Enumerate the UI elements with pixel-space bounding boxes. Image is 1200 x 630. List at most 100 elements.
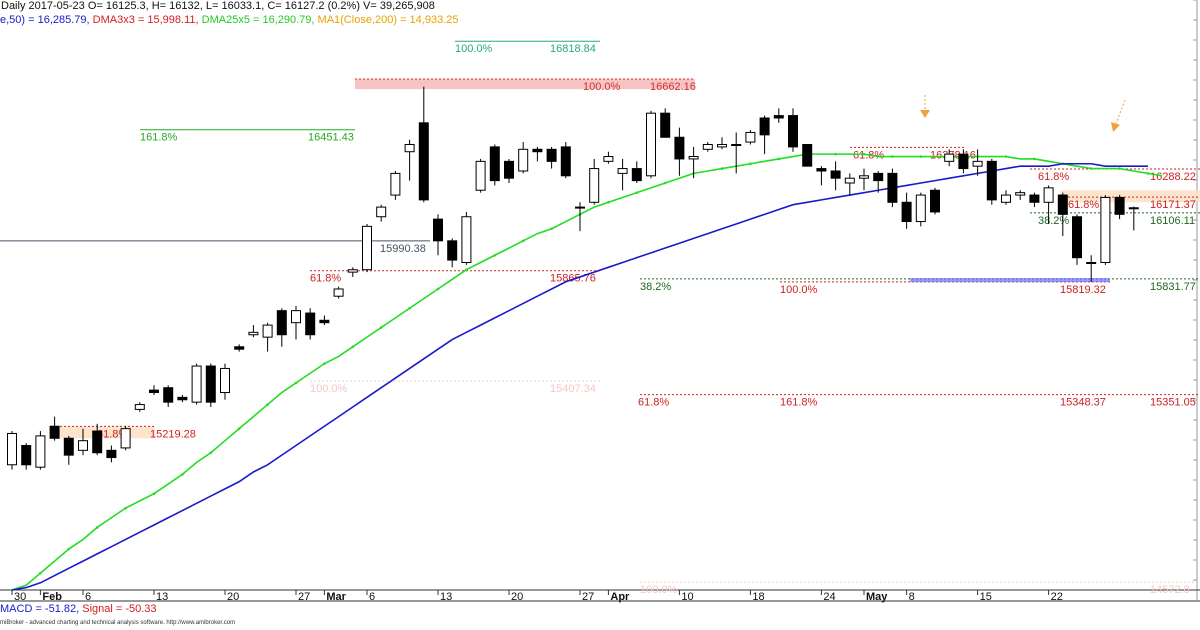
fib-label: 15819.32 [1060, 284, 1106, 296]
candle-body [532, 148, 543, 153]
candle [333, 286, 344, 299]
ma-dot [550, 227, 553, 231]
x-axis: 30 Feb 6 13 20 27 Mar 6 13 20 27 Apr 10 18 24 May 8 15 22 [11, 590, 1063, 603]
candle [1057, 192, 1068, 236]
ma-dot [237, 427, 241, 430]
ma-dot [465, 268, 468, 272]
fib-label: 16288.22 [1150, 171, 1196, 183]
candle-body [986, 160, 997, 201]
fib-label: 15990.38 [380, 243, 426, 255]
candle-body [333, 288, 344, 297]
candle-body [930, 189, 940, 213]
candle [120, 426, 131, 451]
x-tick-label: Feb [42, 591, 62, 603]
candle-body [1029, 194, 1040, 203]
candle [7, 431, 17, 470]
fib-label: 100.0% [780, 284, 818, 296]
candle [63, 435, 74, 465]
candle [646, 110, 656, 179]
candle-body [802, 143, 813, 167]
ma200-readout: MA1(Close,200) = 14,933.25 [317, 14, 459, 26]
ma-dot [95, 526, 99, 529]
ma-dot [67, 547, 71, 551]
candle [347, 267, 358, 277]
ma-dot [379, 326, 383, 329]
candle [319, 315, 330, 326]
candle [475, 158, 486, 193]
candle [986, 158, 997, 205]
candle [504, 158, 514, 184]
candle-body [205, 365, 216, 403]
candle [674, 127, 685, 176]
candle [390, 170, 401, 200]
candle-body [717, 143, 727, 148]
candle [21, 443, 32, 470]
candle [901, 192, 912, 229]
candle [191, 363, 202, 405]
candle-body [859, 175, 869, 179]
candle [560, 142, 571, 179]
fib-label: 16818.84 [550, 43, 596, 55]
x-tick-label: May [866, 591, 888, 603]
fib-label: 61.8% [1038, 171, 1069, 183]
candle-body [702, 143, 713, 150]
fib-label: 16106.11 [1150, 215, 1195, 227]
candle-body [575, 206, 585, 209]
candle [220, 363, 230, 400]
candle-body [1015, 192, 1026, 196]
candle-body [447, 240, 458, 261]
candle-body [63, 437, 74, 456]
candle [376, 204, 387, 222]
candle-body [844, 177, 855, 184]
candle-body [248, 331, 259, 336]
fib-label: 15348.37 [1060, 397, 1106, 409]
fib-label: 15831.77 [1150, 281, 1196, 293]
candle-body [830, 170, 841, 179]
candle [830, 161, 841, 191]
candle-body [433, 218, 443, 242]
candle-body [617, 168, 628, 174]
candle-body [92, 430, 103, 454]
candle [489, 144, 500, 186]
candle-body [276, 310, 287, 336]
candle-body [1128, 207, 1139, 210]
header-ohlc: Daily 2017-05-23 O= 16125.3, H= 16132, L… [1, 0, 435, 12]
candles [7, 86, 1139, 470]
ma-dot [294, 381, 298, 385]
candle-body [1043, 187, 1054, 203]
support-band [910, 278, 1110, 283]
candle-body [134, 404, 145, 410]
candle-body [120, 428, 131, 449]
fib-label: 161.8% [780, 397, 818, 409]
fib-zone [1060, 190, 1200, 203]
candle [915, 192, 926, 227]
fib-label: 38.2% [640, 281, 671, 293]
candle [291, 305, 301, 340]
candle [418, 86, 429, 203]
candle-body [1001, 194, 1011, 203]
candle [362, 223, 372, 273]
candle-body [347, 269, 358, 273]
fib-label: 100.0% [583, 81, 621, 93]
x-tick-label: 20 [511, 591, 523, 603]
ma-dot [493, 253, 497, 257]
candle-body [149, 389, 159, 394]
candle [205, 363, 216, 407]
ma-dot [181, 473, 184, 476]
ma-dot [351, 345, 355, 349]
candle-body [376, 206, 387, 218]
candle-body [177, 396, 188, 401]
fib-label: 61.8% [310, 273, 341, 285]
candle-body [163, 387, 174, 403]
candle [631, 161, 642, 184]
ma-dot [1089, 167, 1093, 170]
ma-dot [408, 306, 411, 310]
fib-label: 100.0% [455, 43, 493, 55]
candle-body [7, 432, 17, 466]
ma-line-dma25x5 [11, 153, 1163, 591]
candle-body [560, 146, 571, 177]
candle [575, 202, 585, 232]
candle-body [759, 117, 770, 136]
ma50-readout: e,50) = 16,285.79, [0, 14, 90, 26]
ma-dot [862, 152, 866, 156]
